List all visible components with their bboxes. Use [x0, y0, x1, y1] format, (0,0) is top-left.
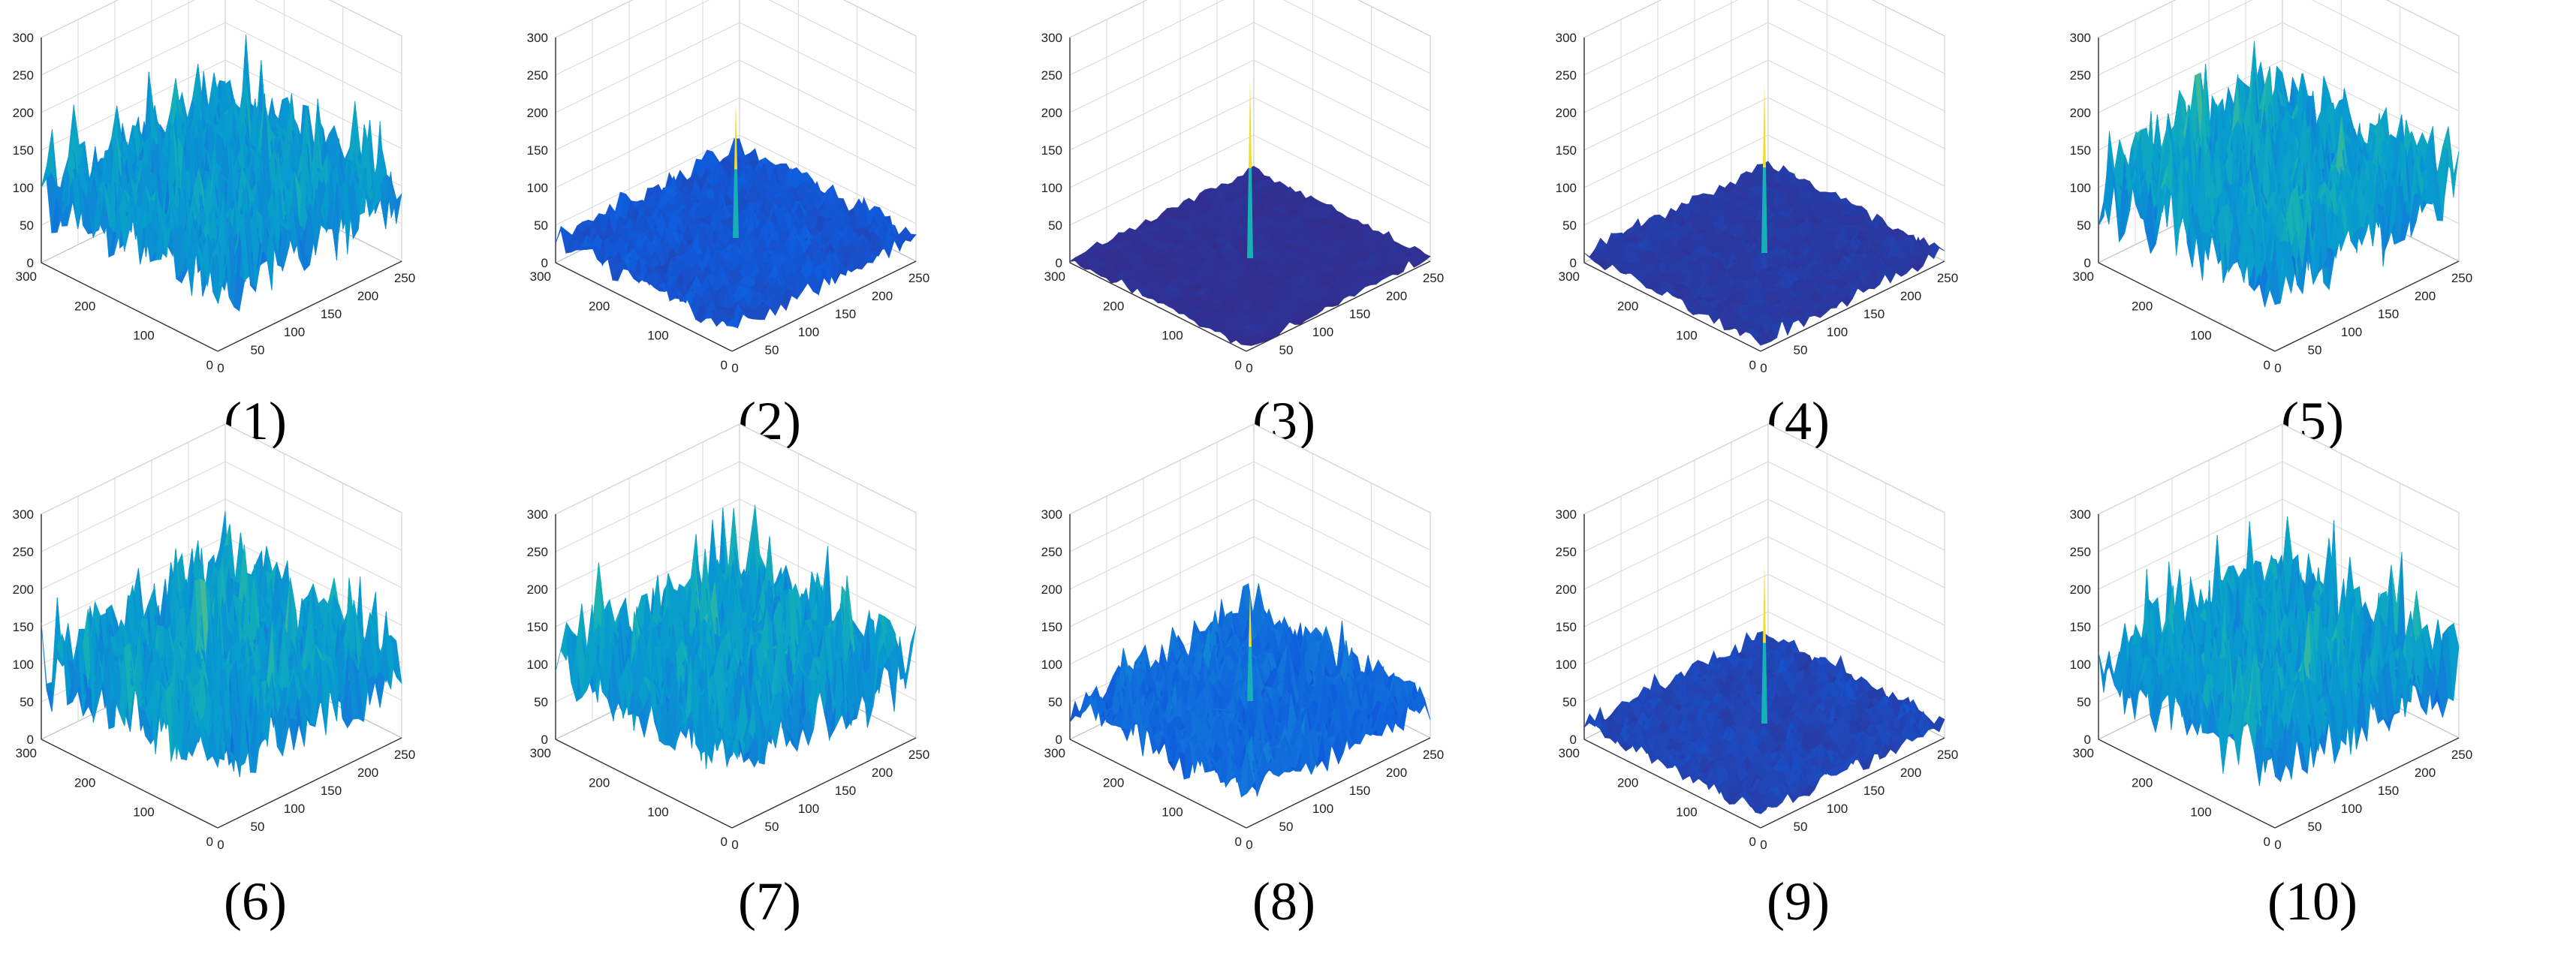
- x-tick-label: 200: [1900, 289, 1921, 303]
- z-tick-label: 200: [13, 106, 34, 120]
- z-tick-label: 50: [1562, 218, 1577, 233]
- z-tick-label: 100: [527, 181, 548, 195]
- y-tick-label: 100: [647, 329, 668, 343]
- panel-3: 0501001502002503000501001502002500100200…: [1041, 0, 1444, 451]
- z-tick-label: 200: [527, 106, 548, 120]
- x-tick-label: 0: [217, 361, 224, 375]
- surface-plot-4: 0501001502002503000501001502002500100200…: [1556, 0, 1958, 375]
- x-tick-label: 50: [1279, 343, 1294, 357]
- z-tick-label: 0: [1056, 256, 1062, 270]
- z-tick-label: 300: [13, 31, 34, 45]
- z-tick-label: 250: [1556, 68, 1577, 83]
- x-tick-label: 250: [1937, 271, 1958, 285]
- panel-5: 0501001502002503000501001502002500100200…: [2070, 0, 2472, 451]
- z-tick-label: 150: [1556, 143, 1577, 158]
- axis-line: [217, 260, 402, 352]
- z-tick-label: 250: [1041, 68, 1062, 83]
- z-tick-label: 300: [527, 31, 548, 45]
- y-tick-label: 200: [1617, 299, 1638, 313]
- x-tick-label: 250: [394, 271, 415, 285]
- panel-4: 0501001502002503000501001502002500100200…: [1556, 0, 1958, 451]
- x-tick-label: 150: [321, 307, 342, 321]
- x-tick-label: 100: [1312, 325, 1333, 339]
- y-tick-label: 200: [589, 299, 610, 313]
- z-tick-label: 250: [527, 68, 548, 83]
- x-tick-label: 250: [908, 271, 929, 285]
- axis-lines: [41, 38, 402, 352]
- y-tick-label: 300: [1559, 269, 1580, 284]
- panel-2: 0501001502002503000501001502002500100200…: [527, 0, 929, 451]
- x-tick-label: 50: [1794, 343, 1808, 357]
- y-tick-label: 0: [1235, 358, 1242, 372]
- x-tick-label: 100: [798, 325, 819, 339]
- z-tick-label: 150: [1041, 143, 1062, 158]
- surface-plot-2: 0501001502002503000501001502002500100200…: [527, 0, 929, 375]
- z-tick-label: 150: [13, 143, 34, 158]
- y-tick-label: 300: [530, 269, 551, 284]
- z-tick-label: 300: [1041, 31, 1062, 45]
- y-tick-label: 0: [1749, 358, 1756, 372]
- x-tick-label: 200: [357, 289, 378, 303]
- y-tick-label: 100: [133, 329, 154, 343]
- z-tick-label: 0: [541, 256, 548, 270]
- x-tick-label: 250: [1423, 271, 1444, 285]
- surface-plot-1: 0501001502002503000501001502002500100200…: [13, 0, 415, 375]
- panel-1: 0501001502002503000501001502002500100200…: [13, 0, 415, 451]
- z-tick-label: 0: [1570, 256, 1577, 270]
- z-tick-label: 300: [1556, 31, 1577, 45]
- z-tick-label: 150: [527, 143, 548, 158]
- y-tick-label: 200: [74, 299, 95, 313]
- x-tick-label: 200: [872, 289, 893, 303]
- z-tick-label: 100: [13, 181, 34, 195]
- x-tick-label: 100: [284, 325, 305, 339]
- y-tick-label: 200: [1103, 299, 1124, 313]
- x-tick-label: 200: [1386, 289, 1407, 303]
- z-tick-label: 100: [1556, 181, 1577, 195]
- x-tick-label: 150: [835, 307, 856, 321]
- z-tick-label: 50: [1048, 218, 1062, 233]
- y-tick-label: 0: [206, 358, 213, 372]
- x-tick-label: 0: [731, 361, 738, 375]
- surface-plot-5: 0501001502002503000501001502002500100200…: [2070, 0, 2472, 375]
- z-tick-label: 0: [27, 256, 34, 270]
- x-tick-label: 100: [1827, 325, 1848, 339]
- y-tick-label: 0: [721, 358, 728, 372]
- z-tick-label: 100: [1041, 181, 1062, 195]
- x-tick-label: 0: [1246, 361, 1252, 375]
- z-tick-label: 50: [534, 218, 548, 233]
- y-tick-label: 100: [1676, 329, 1697, 343]
- z-tick-label: 50: [20, 218, 34, 233]
- axis-line: [41, 262, 218, 352]
- y-tick-label: 100: [1161, 329, 1183, 343]
- x-tick-label: 150: [1863, 307, 1885, 321]
- y-tick-label: 300: [16, 269, 37, 284]
- y-tick-label: 300: [1044, 269, 1065, 284]
- x-tick-label: 50: [251, 343, 265, 357]
- z-tick-label: 200: [1041, 106, 1062, 120]
- surface-plot-3: 0501001502002503000501001502002500100200…: [1041, 0, 1444, 375]
- z-tick-label: 200: [1556, 106, 1577, 120]
- surface: [41, 35, 402, 312]
- x-tick-label: 0: [1760, 361, 1767, 375]
- x-tick-label: 50: [765, 343, 779, 357]
- z-tick-label: 250: [13, 68, 34, 83]
- x-tick-label: 150: [1349, 307, 1370, 321]
